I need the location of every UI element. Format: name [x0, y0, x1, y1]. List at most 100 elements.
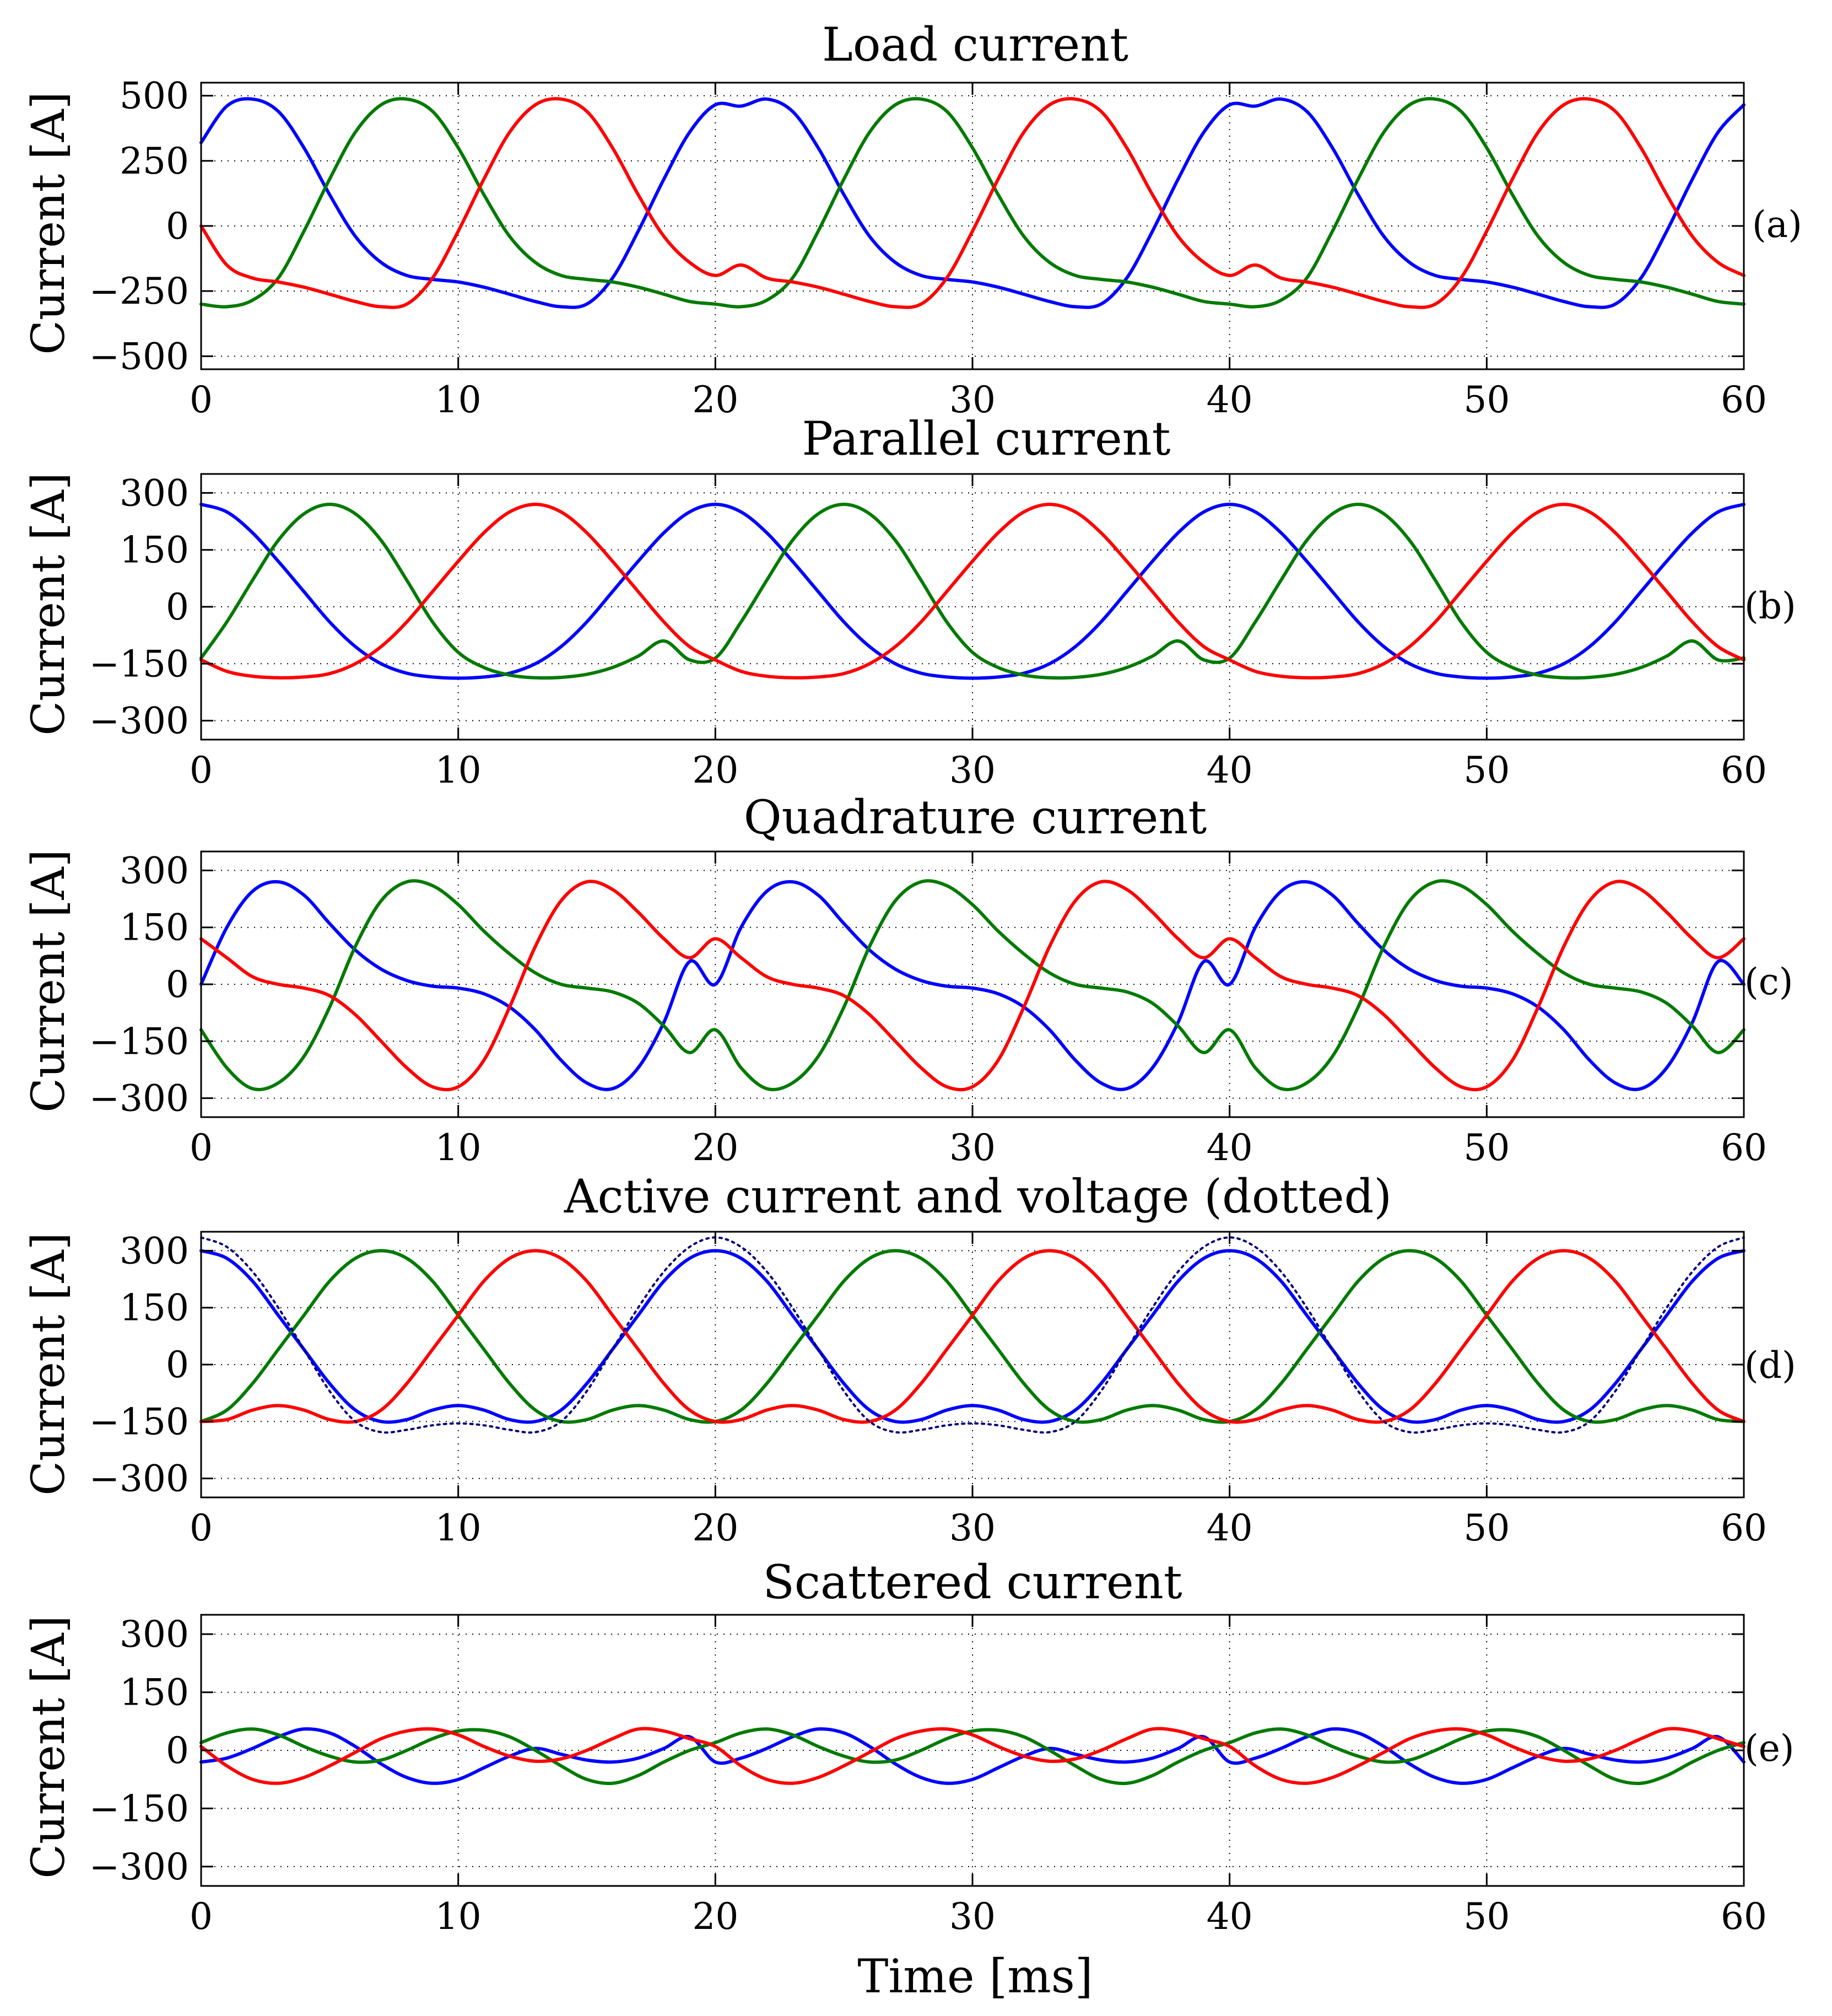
y-tick-label: 500: [120, 75, 189, 117]
y-tick-label: 300: [120, 472, 189, 514]
x-tick-label: 40: [1207, 749, 1253, 791]
x-tick-label: 30: [949, 1507, 996, 1549]
panel-load-current: Load current 0 10 20 30 40 50 60 500 250 0 −250 −5…: [23, 18, 1802, 421]
plot-lines: [199, 1236, 1745, 1434]
series-line-phase-3: [199, 97, 1745, 309]
tick-marks: [200, 1615, 1745, 1886]
x-tick-label: 60: [1721, 749, 1767, 791]
x-tick-label: 10: [435, 379, 482, 421]
plot-lines: [199, 879, 1745, 1092]
x-tick-label: 60: [1721, 379, 1767, 421]
x-tick-label: 10: [435, 749, 482, 791]
grid: [201, 83, 1744, 369]
panel-label: (c): [1744, 961, 1793, 1003]
y-tick-label: 300: [120, 1230, 189, 1272]
x-tick-label: 0: [190, 1895, 213, 1938]
grid: [201, 1232, 1744, 1497]
x-tick-label: 30: [949, 749, 996, 791]
y-tick-labels: 300 150 0 −150 −300: [89, 1613, 189, 1888]
panel-label: (b): [1744, 585, 1796, 627]
x-tick-label: 20: [692, 1507, 738, 1549]
y-tick-label: 300: [120, 849, 189, 892]
panel-title: Quadrature current: [744, 790, 1207, 844]
panel-label: (e): [1744, 1727, 1795, 1770]
y-axis-label: Current [A]: [23, 849, 75, 1113]
x-tick-label: 40: [1207, 1126, 1253, 1169]
series-line-phase-1: [199, 97, 1745, 309]
tick-marks: [200, 83, 1745, 369]
tick-marks: [200, 1232, 1745, 1497]
y-axis-label: Current [A]: [23, 1615, 75, 1879]
series-line-voltage: [200, 1236, 1745, 1434]
grid: [201, 1615, 1744, 1886]
series-line-phase-1: [199, 1727, 1745, 1785]
x-tick-label: 50: [1463, 1507, 1510, 1549]
panel-quadrature-current: Quadrature current 0 10 20 30 40 50 60 300 150 0…: [23, 790, 1793, 1169]
x-tick-label: 50: [1463, 749, 1510, 791]
series-line-phase-3: [199, 1249, 1745, 1424]
series-line-phase-2: [199, 1727, 1745, 1785]
y-axis-label: Current [A]: [23, 1232, 75, 1496]
series-line-phase-1: [199, 880, 1745, 1091]
x-tick-label: 50: [1463, 1895, 1510, 1938]
x-tick-label: 60: [1721, 1895, 1767, 1938]
series-line-phase-1: [199, 1249, 1745, 1424]
y-tick-labels: 300 150 0 −150 −300: [89, 1230, 189, 1500]
panel-active-current: Active current and voltage (dotted) 0 10 2…: [23, 1169, 1796, 1549]
series-line-phase-3: [199, 880, 1745, 1092]
x-tick-label: 20: [692, 749, 738, 791]
y-tick-label: 300: [120, 1613, 189, 1656]
x-tick-label: 0: [190, 379, 213, 421]
plot-lines: [199, 97, 1745, 309]
x-tick-label: 40: [1207, 1507, 1253, 1549]
panel-scattered-current: Scattered current 0 10 20 30 40 50 60 3001500−…: [23, 1555, 1795, 2003]
series-line-phase-2: [199, 879, 1745, 1092]
panel-title: Scattered current: [763, 1555, 1182, 1609]
y-tick-label: 0: [166, 963, 189, 1006]
grid: [201, 474, 1744, 740]
panel-title: Load current: [822, 18, 1128, 72]
y-tick-labels: 500 250 0 −250 −500: [89, 75, 189, 378]
x-tick-label: 30: [949, 1895, 996, 1938]
y-tick-label: 150: [120, 529, 189, 572]
y-tick-labels: 300 150 0 −150 −300: [89, 472, 189, 742]
series-line-phase-2: [199, 503, 1745, 680]
y-tick-label: −300: [89, 1846, 189, 1888]
plot-lines: [199, 1727, 1745, 1785]
y-tick-label: 150: [120, 1287, 189, 1329]
y-tick-label: 250: [120, 140, 189, 182]
y-tick-label: −500: [89, 335, 189, 378]
x-tick-label: 50: [1463, 1126, 1510, 1169]
x-tick-label: 20: [692, 1895, 738, 1938]
x-tick-labels: 0 10 20 30 40 50 60: [190, 379, 1767, 421]
y-tick-label: 0: [166, 205, 189, 247]
x-axis-label: Time [ms]: [857, 1949, 1093, 2003]
plot-lines: [199, 503, 1745, 680]
panel-title: Parallel current: [802, 412, 1170, 466]
panel-parallel-current: Parallel current 0 10 20 30 40 50 60 300 150 0 −1…: [23, 412, 1796, 791]
y-tick-label: −150: [89, 1020, 189, 1063]
series-line-phase-2: [199, 97, 1745, 309]
x-tick-label: 10: [435, 1126, 482, 1169]
tick-marks: [200, 851, 1745, 1117]
x-tick-label: 0: [190, 1507, 213, 1549]
x-tick-label: 0: [190, 1126, 213, 1169]
x-tick-labels: 0 10 20 30 40 50 60: [190, 1126, 1767, 1169]
x-tick-label: 60: [1721, 1126, 1767, 1169]
x-tick-labels: 0 10 20 30 40 50 60: [190, 1895, 1767, 1938]
x-tick-label: 40: [1207, 1895, 1253, 1938]
y-axis-label: Current [A]: [23, 91, 75, 355]
panel-label: (a): [1752, 203, 1802, 246]
x-tick-label: 30: [949, 379, 996, 421]
x-tick-label: 0: [190, 749, 213, 791]
y-tick-label: 0: [166, 1344, 189, 1386]
y-tick-label: −300: [89, 1077, 189, 1120]
y-tick-label: 150: [120, 1672, 189, 1714]
y-tick-label: −150: [89, 643, 189, 685]
tick-marks: [200, 474, 1745, 740]
x-tick-labels: 0 10 20 30 40 50 60: [190, 749, 1767, 791]
y-tick-labels: 300 150 0 −150 −300: [89, 849, 189, 1119]
x-tick-label: 50: [1463, 379, 1510, 421]
y-tick-label: −150: [89, 1787, 189, 1830]
x-tick-label: 60: [1721, 1507, 1767, 1549]
